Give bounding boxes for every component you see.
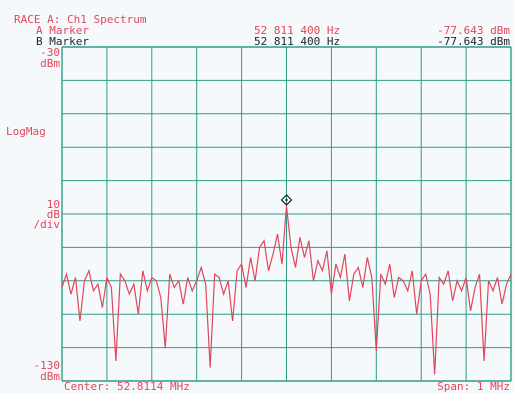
y-scale-unit: dB (46, 208, 60, 221)
span-frequency: Span: 1 MHz (437, 380, 510, 393)
y-format-label: LogMag (6, 125, 46, 138)
y-top-value: -30 (40, 46, 60, 59)
a-marker-level: -77.643 dBm (437, 24, 510, 37)
y-scale-per: /div (33, 218, 61, 231)
chart-grid (61, 46, 512, 382)
marker-diamond (280, 194, 293, 206)
b-marker-frequency: 52 811 400 Hz (254, 35, 341, 48)
trace-title: RACE A: Ch1 Spectrum (14, 13, 147, 26)
y-top-unit: dBm (40, 57, 60, 70)
a-marker-frequency: 52 811 400 Hz (254, 24, 341, 37)
marker-dot (285, 198, 288, 202)
marker-diamond-icon (280, 194, 293, 206)
a-marker-label: A Marker (36, 24, 89, 37)
center-frequency: Center: 52.8114 MHz (64, 380, 190, 393)
y-bottom-value: -130 (33, 359, 61, 372)
y-scale-value: 10 (46, 198, 60, 211)
b-marker-level: -77.643 dBm (437, 35, 510, 48)
b-marker-label: B Marker (36, 35, 89, 48)
spectrum-trace (61, 205, 512, 375)
y-bottom-unit: dBm (40, 370, 60, 383)
